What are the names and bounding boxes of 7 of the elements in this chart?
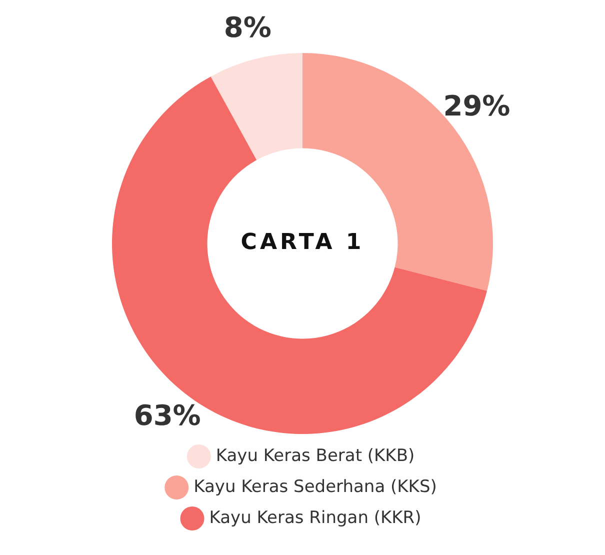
data-label: 29% bbox=[443, 90, 510, 123]
legend-label: Kayu Keras Sederhana (KKS) bbox=[194, 476, 437, 497]
data-label: 8% bbox=[224, 11, 272, 44]
legend-label: Kayu Keras Ringan (KKR) bbox=[209, 508, 422, 528]
legend-label: Kayu Keras Berat (KKB) bbox=[216, 446, 415, 466]
text: CARTA 1 bbox=[240, 230, 364, 256]
data-label: 63% bbox=[134, 399, 201, 432]
